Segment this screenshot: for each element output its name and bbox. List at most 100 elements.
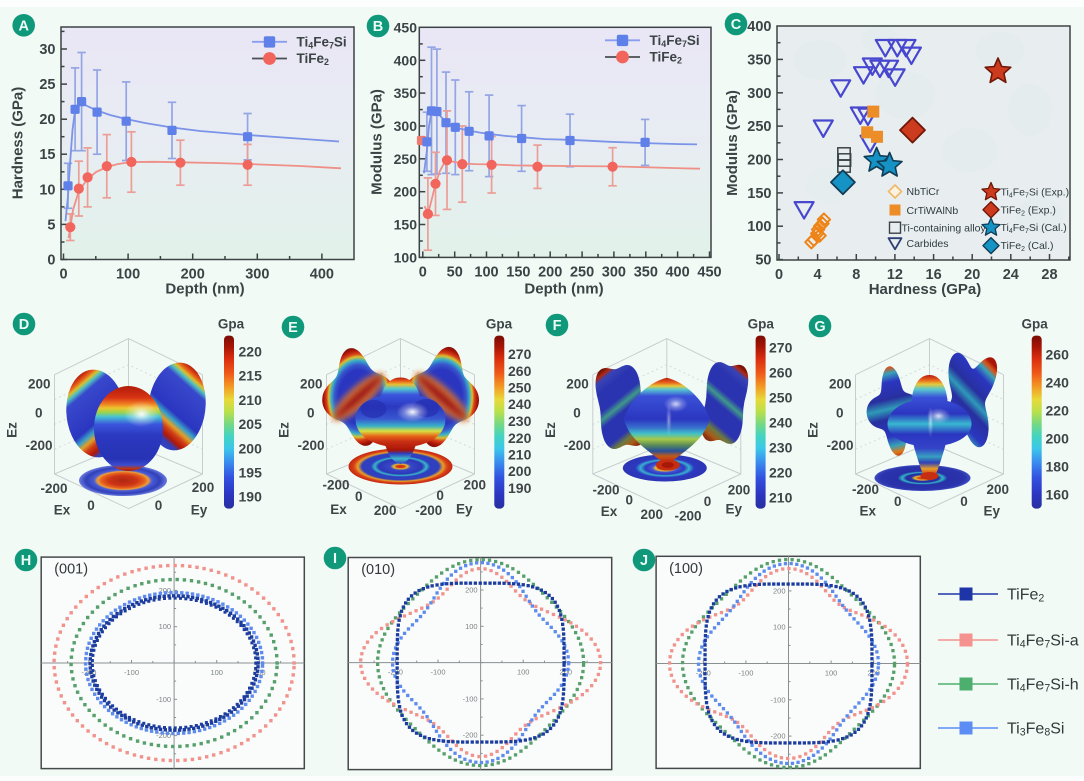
svg-text:Ex: Ex — [54, 503, 71, 518]
svg-text:-100: -100 — [156, 695, 171, 704]
svg-text:0: 0 — [35, 406, 43, 421]
svg-text:200: 200 — [394, 184, 418, 200]
svg-text:I: I — [333, 551, 337, 567]
svg-text:Ex: Ex — [859, 504, 876, 519]
svg-text:-200: -200 — [592, 483, 619, 498]
svg-text:Depth (nm): Depth (nm) — [165, 281, 244, 298]
svg-text:Gpa: Gpa — [486, 317, 513, 332]
svg-text:-200: -200 — [297, 438, 324, 453]
svg-text:100: 100 — [465, 622, 478, 631]
svg-text:-200: -200 — [40, 481, 67, 496]
svg-text:-100: -100 — [430, 668, 445, 677]
svg-text:50: 50 — [755, 253, 771, 269]
svg-text:210: 210 — [769, 490, 793, 506]
svg-text:5: 5 — [47, 217, 55, 233]
svg-text:J: J — [640, 553, 648, 569]
svg-text:0: 0 — [419, 265, 427, 281]
svg-text:16: 16 — [926, 267, 942, 283]
svg-text:0: 0 — [87, 498, 95, 513]
svg-text:205: 205 — [239, 416, 263, 432]
svg-text:200: 200 — [829, 377, 852, 392]
svg-text:300: 300 — [602, 265, 626, 281]
svg-text:Ey: Ey — [456, 502, 473, 517]
svg-text:F: F — [553, 318, 562, 334]
svg-text:G: G — [814, 319, 825, 335]
svg-text:190: 190 — [508, 480, 532, 496]
svg-text:12: 12 — [887, 267, 903, 283]
svg-text:B: B — [373, 19, 383, 35]
svg-text:Modulus (GPa): Modulus (GPa) — [724, 90, 741, 196]
svg-text:195: 195 — [239, 465, 263, 481]
svg-text:Ti4Fe7Si: Ti4Fe7Si — [650, 33, 700, 49]
svg-text:Gpa: Gpa — [748, 317, 775, 332]
svg-text:200: 200 — [253, 668, 266, 677]
svg-text:100: 100 — [116, 267, 140, 283]
svg-text:Ey: Ey — [984, 504, 1001, 519]
svg-text:450: 450 — [697, 265, 721, 281]
svg-text:200: 200 — [192, 480, 215, 495]
svg-text:0: 0 — [155, 498, 163, 513]
svg-text:400: 400 — [394, 52, 418, 68]
svg-text:200: 200 — [28, 377, 51, 392]
svg-text:240: 240 — [508, 396, 532, 412]
svg-text:200: 200 — [538, 265, 562, 281]
svg-text:Ex: Ex — [601, 504, 618, 519]
svg-text:Modulus (GPa): Modulus (GPa) — [369, 89, 386, 195]
svg-text:TiFe2 (Exp.): TiFe2 (Exp.) — [1001, 204, 1056, 217]
svg-text:250: 250 — [570, 265, 594, 281]
svg-text:E: E — [288, 320, 298, 336]
svg-text:TiFe2 (Cal.): TiFe2 (Cal.) — [1001, 240, 1054, 253]
svg-text:-200: -200 — [564, 438, 591, 453]
svg-text:50: 50 — [447, 265, 463, 281]
svg-text:Ti4Fe7Si (Exp.): Ti4Fe7Si (Exp.) — [1001, 187, 1070, 200]
svg-text:CrTiWAlNb: CrTiWAlNb — [907, 205, 959, 217]
svg-text:400: 400 — [747, 19, 771, 35]
svg-text:190: 190 — [239, 489, 263, 505]
svg-text:-200: -200 — [25, 438, 52, 453]
svg-text:240: 240 — [769, 415, 793, 431]
svg-text:100: 100 — [159, 622, 172, 631]
svg-text:Hardness (GPa): Hardness (GPa) — [869, 281, 982, 298]
svg-text:Ti-containing alloy: Ti-containing alloy — [902, 222, 987, 234]
svg-text:-100: -100 — [738, 669, 753, 678]
svg-text:350: 350 — [394, 85, 418, 101]
svg-text:180: 180 — [1046, 458, 1070, 474]
svg-text:-200: -200 — [770, 732, 785, 741]
svg-text:Ez: Ez — [277, 422, 292, 438]
svg-text:Gpa: Gpa — [218, 317, 245, 332]
svg-text:270: 270 — [769, 340, 793, 356]
svg-text:20: 20 — [39, 112, 55, 128]
svg-text:210: 210 — [239, 392, 263, 408]
svg-text:200: 200 — [867, 669, 880, 678]
svg-text:(100): (100) — [669, 561, 703, 577]
svg-text:Ey: Ey — [726, 502, 743, 517]
svg-text:10: 10 — [39, 182, 55, 198]
svg-text:220: 220 — [769, 465, 793, 481]
svg-text:0: 0 — [47, 253, 55, 269]
svg-text:Depth (nm): Depth (nm) — [524, 281, 603, 298]
svg-text:(001): (001) — [54, 562, 88, 578]
svg-text:0: 0 — [59, 267, 67, 283]
svg-text:D: D — [19, 317, 29, 333]
svg-text:260: 260 — [1046, 346, 1070, 362]
svg-text:200: 200 — [508, 463, 532, 479]
svg-text:220: 220 — [508, 430, 532, 446]
svg-text:A: A — [18, 19, 29, 35]
svg-text:200: 200 — [374, 503, 397, 518]
svg-text:200: 200 — [728, 483, 751, 498]
svg-text:150: 150 — [394, 217, 418, 233]
svg-text:230: 230 — [769, 440, 793, 456]
svg-text:Ey: Ey — [191, 503, 208, 518]
svg-text:200: 200 — [641, 507, 664, 522]
svg-text:300: 300 — [747, 86, 771, 102]
svg-text:200: 200 — [300, 377, 323, 392]
svg-text:0: 0 — [836, 406, 844, 421]
svg-text:Ti4Fe7Si (Cal.): Ti4Fe7Si (Cal.) — [1001, 222, 1067, 235]
svg-text:160: 160 — [1046, 486, 1070, 502]
svg-text:350: 350 — [747, 52, 771, 68]
svg-text:28: 28 — [1041, 267, 1057, 283]
svg-text:100: 100 — [517, 668, 530, 677]
svg-text:200: 200 — [239, 440, 263, 456]
svg-text:200: 200 — [987, 482, 1010, 497]
svg-text:100: 100 — [394, 249, 418, 265]
